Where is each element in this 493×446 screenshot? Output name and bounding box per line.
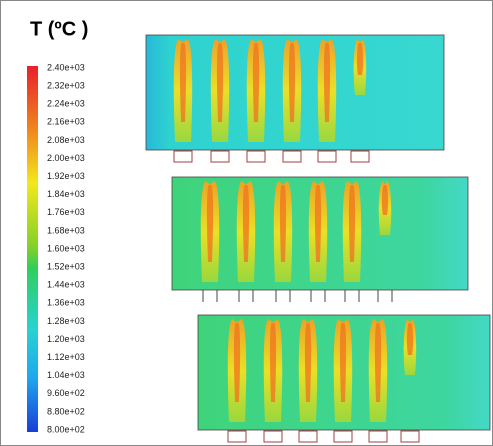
colorbar-label: 8.80e+02 [47, 406, 85, 416]
colorbar-label: 1.04e+03 [47, 370, 85, 380]
colorbar [27, 66, 38, 432]
flame-core [242, 185, 250, 262]
flame-core [269, 323, 277, 402]
colorbar-label: 1.36e+03 [47, 298, 85, 308]
colorbar-label: 1.76e+03 [47, 207, 85, 217]
legend-title: T (ºC ) [30, 18, 88, 40]
flame-core [374, 323, 382, 402]
flame-core [206, 185, 214, 262]
colorbar-label: 9.60e+02 [47, 388, 85, 398]
flame-core [279, 185, 287, 262]
colorbar-label: 1.28e+03 [47, 316, 85, 326]
burner [210, 150, 230, 163]
flame-core [179, 43, 187, 122]
burner [368, 430, 388, 443]
flame-core [323, 43, 331, 122]
burner [246, 150, 266, 163]
flame-core [233, 323, 241, 402]
burner [350, 150, 370, 163]
burner [263, 430, 283, 443]
burner [317, 150, 337, 163]
colorbar-label: 1.60e+03 [47, 243, 85, 253]
burner [227, 430, 247, 443]
colorbar-label: 8.00e+02 [47, 424, 85, 434]
burner [400, 430, 420, 443]
colorbar-label: 1.68e+03 [47, 225, 85, 235]
colorbar-label: 2.32e+03 [47, 80, 85, 90]
colorbar-label: 1.20e+03 [47, 334, 85, 344]
flame-core [381, 185, 389, 215]
contours [145, 34, 491, 443]
colorbar-label: 1.92e+03 [47, 171, 85, 181]
burner [282, 150, 302, 163]
colorbar-label: 1.12e+03 [47, 352, 85, 362]
flame-core [252, 43, 260, 122]
flame-core [406, 323, 414, 355]
colorbar-label: 1.44e+03 [47, 280, 85, 290]
colorbar-label: 2.00e+03 [47, 153, 85, 163]
colorbar-label: 1.84e+03 [47, 189, 85, 199]
burner [333, 430, 353, 443]
flame-core [314, 185, 322, 262]
flame-core [356, 43, 364, 75]
flame-core [304, 323, 312, 402]
colorbar-label: 2.24e+03 [47, 99, 85, 109]
colorbar-label: 2.40e+03 [47, 62, 85, 72]
burner [173, 150, 193, 163]
colorbar-label: 1.52e+03 [47, 261, 85, 271]
colorbar-label: 2.16e+03 [47, 117, 85, 127]
burner [298, 430, 318, 443]
flame-core [288, 43, 296, 122]
flame-core [348, 185, 356, 262]
colorbar-label: 2.08e+03 [47, 135, 85, 145]
flame-core [339, 323, 347, 402]
flame-core [216, 43, 224, 122]
